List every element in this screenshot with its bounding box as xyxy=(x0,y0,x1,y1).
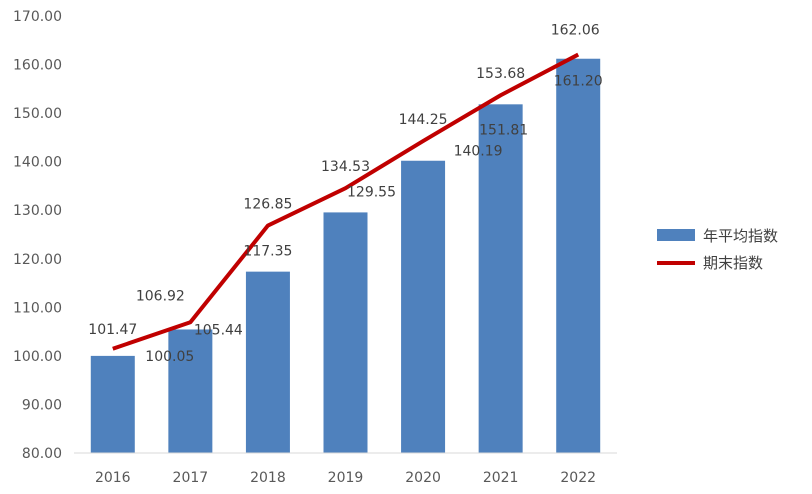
y-tick-label: 150.00 xyxy=(13,106,62,122)
bar-series xyxy=(90,58,601,454)
line-data-labels: 101.47 106.92 126.85 134.53 144.25 153.68 162.… xyxy=(88,23,600,338)
bar xyxy=(90,355,135,453)
x-tick-label: 2016 xyxy=(95,470,131,486)
x-tick-label: 2018 xyxy=(250,470,286,486)
y-tick-label: 170.00 xyxy=(13,9,62,25)
legend-line-label: 期末指数 xyxy=(703,254,763,272)
bar xyxy=(556,58,601,454)
bar xyxy=(245,271,290,453)
bar-data-label: 129.55 xyxy=(347,184,396,200)
x-tick-label: 2020 xyxy=(405,470,441,486)
y-tick-label: 160.00 xyxy=(13,58,62,74)
y-tick-label: 120.00 xyxy=(13,252,62,268)
line-data-label: 126.85 xyxy=(243,197,292,213)
x-tick-label: 2022 xyxy=(560,470,596,486)
line-data-label: 134.53 xyxy=(321,159,370,175)
legend-bar-swatch xyxy=(657,229,695,241)
bar xyxy=(401,160,446,453)
line-data-label: 144.25 xyxy=(399,112,448,128)
line-data-label: 153.68 xyxy=(476,66,525,82)
bar-data-label: 151.81 xyxy=(479,122,528,138)
y-tick-label: 80.00 xyxy=(22,446,62,462)
bar xyxy=(478,104,523,453)
x-tick-label: 2019 xyxy=(328,470,364,486)
line-path xyxy=(112,52,580,351)
x-tick-label: 2017 xyxy=(173,470,209,486)
bar xyxy=(323,212,368,453)
bar-data-label: 140.19 xyxy=(454,144,503,160)
y-axis-ticks: 80.00 90.00 100.00 110.00 120.00 130.00 140.00… xyxy=(13,9,62,462)
y-tick-label: 140.00 xyxy=(13,155,62,171)
bar-data-label: 161.20 xyxy=(554,74,603,90)
legend: 年平均指数 期末指数 xyxy=(657,227,778,272)
line-data-label: 162.06 xyxy=(551,23,600,39)
y-tick-label: 100.00 xyxy=(13,349,62,365)
bar-data-label: 117.35 xyxy=(243,244,292,260)
x-tick-label: 2021 xyxy=(483,470,519,486)
bar-data-label: 105.44 xyxy=(194,322,243,338)
bar xyxy=(168,329,213,453)
y-tick-label: 130.00 xyxy=(13,203,62,219)
x-axis-ticks: 2016 2017 2018 2019 2020 2021 2022 xyxy=(95,470,596,486)
line-series xyxy=(112,52,580,351)
line-data-label: 106.92 xyxy=(136,288,185,304)
line-data-label: 101.47 xyxy=(88,322,137,338)
bar-data-label: 100.05 xyxy=(145,349,194,365)
legend-bar-label: 年平均指数 xyxy=(703,227,778,245)
y-tick-label: 110.00 xyxy=(13,300,62,316)
y-tick-label: 90.00 xyxy=(22,397,62,413)
